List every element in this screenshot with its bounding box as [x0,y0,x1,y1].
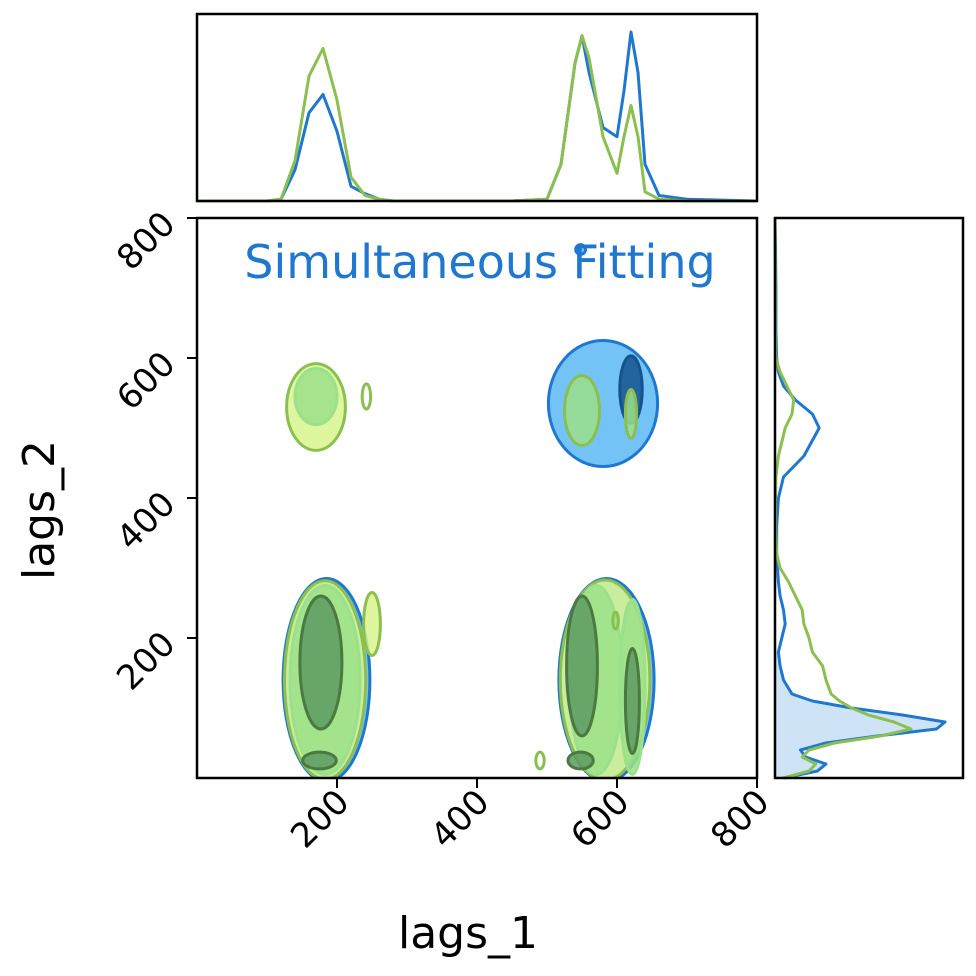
contour-region-20 [566,750,595,771]
x-tick-label: 800 [703,782,777,856]
x-tick-label: 400 [423,782,497,856]
contour-region-12 [301,750,338,771]
y-tick-label: 400 [109,484,183,558]
x-axis-ticks: 200 400 600 800 [283,778,777,856]
contour-region-6 [623,388,639,440]
contour-region-1 [293,367,339,426]
y-axis-label: lags_2 [14,440,65,580]
contour-region-13 [362,591,382,657]
y-axis-ticks: 200 400 600 800 [109,204,197,698]
contour-region-7 [574,243,587,256]
plot-annotation: Simultaneous Fitting [244,235,715,289]
y-tick-label: 200 [109,624,183,698]
contour-region-21 [534,750,546,771]
main-panel-frame [195,216,759,780]
right-marginal-fill-blue [775,652,945,778]
right-marginal-curves [773,217,947,780]
right-marginal-line-blue [773,217,947,780]
contour-region-19 [623,647,641,755]
x-tick-label: 600 [563,782,637,856]
right-marginal-panel [773,216,965,780]
contour-region-2 [360,382,373,411]
x-tick-label: 200 [283,782,357,856]
right-marginal-line-green [773,218,913,780]
contour-region-11 [298,594,344,731]
y-tick-label: 800 [109,204,183,278]
contour-region-5 [563,374,601,447]
contour-region-18 [565,594,599,738]
main-panel: Simultaneous Fitting 200 400 600 800 200 400… [14,204,777,959]
top-marginal-line-blue [197,30,758,203]
top-marginal-frame [195,12,759,203]
x-axis-label: lags_1 [398,908,538,959]
right-marginal-frame [773,216,965,780]
contour-region-22 [611,610,620,631]
y-tick-label: 600 [109,344,183,418]
top-marginal-panel [195,12,759,203]
top-marginal-line-green [197,34,757,203]
contour-group [281,243,660,778]
top-marginal-curves [197,30,758,203]
